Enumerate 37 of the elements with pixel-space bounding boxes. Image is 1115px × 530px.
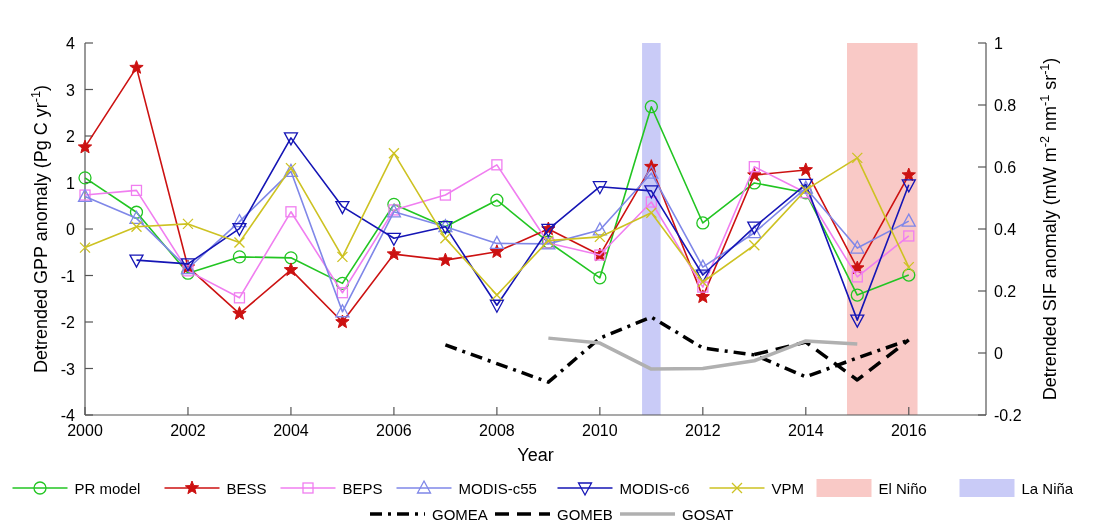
y2-tick-label: 0.6 — [994, 159, 1017, 176]
legend-label: VPM — [771, 479, 805, 497]
y2-tick-label: 1 — [994, 35, 1003, 52]
x-tick-label: 2012 — [685, 422, 721, 439]
legend-label: MODIS-c55 — [458, 479, 537, 497]
x-tick-label: 2004 — [273, 422, 309, 439]
legend-label: MODIS-c6 — [619, 479, 690, 497]
y-tick-label: -4 — [60, 407, 76, 424]
x-tick-label: 2014 — [788, 422, 824, 439]
legend-label: BESS — [226, 479, 267, 497]
y-tick-label: -1 — [60, 267, 76, 285]
x-tick-label: 2002 — [170, 422, 206, 439]
x-axis-title: Year — [517, 445, 554, 465]
y-tick-label: 3 — [66, 81, 76, 99]
x-tick-label: 2008 — [479, 422, 515, 439]
legend-label: La Niña — [1021, 479, 1074, 497]
y-tick-label: 1 — [66, 174, 76, 192]
legend-label: El Niño — [878, 479, 927, 497]
y-tick-label: 0 — [66, 221, 76, 238]
y-tick-label: 2 — [66, 128, 76, 145]
x-tick-label: 2000 — [67, 422, 103, 439]
legend-label: GOMEB — [557, 505, 613, 523]
y2-tick-label: 0.8 — [994, 97, 1017, 114]
legend-label: GOSAT — [682, 505, 734, 523]
y-tick-label: -3 — [60, 360, 76, 378]
x-tick-label: 2016 — [890, 422, 927, 439]
x-tick-label: 2006 — [376, 422, 412, 439]
y2-tick-label: 0 — [994, 345, 1003, 362]
y2-tick-label: 0.2 — [994, 283, 1017, 300]
x-tick-label: 2010 — [582, 422, 618, 439]
y-tick-label: -2 — [60, 314, 76, 331]
legend-label: BEPS — [342, 479, 383, 497]
y2-tick-label: 0.4 — [994, 221, 1017, 238]
legend-label: GOMEA — [432, 505, 488, 523]
legend-label: PR model — [74, 479, 141, 497]
y-tick-label: 4 — [66, 35, 76, 52]
y2-tick-label: -0.2 — [994, 407, 1022, 424]
